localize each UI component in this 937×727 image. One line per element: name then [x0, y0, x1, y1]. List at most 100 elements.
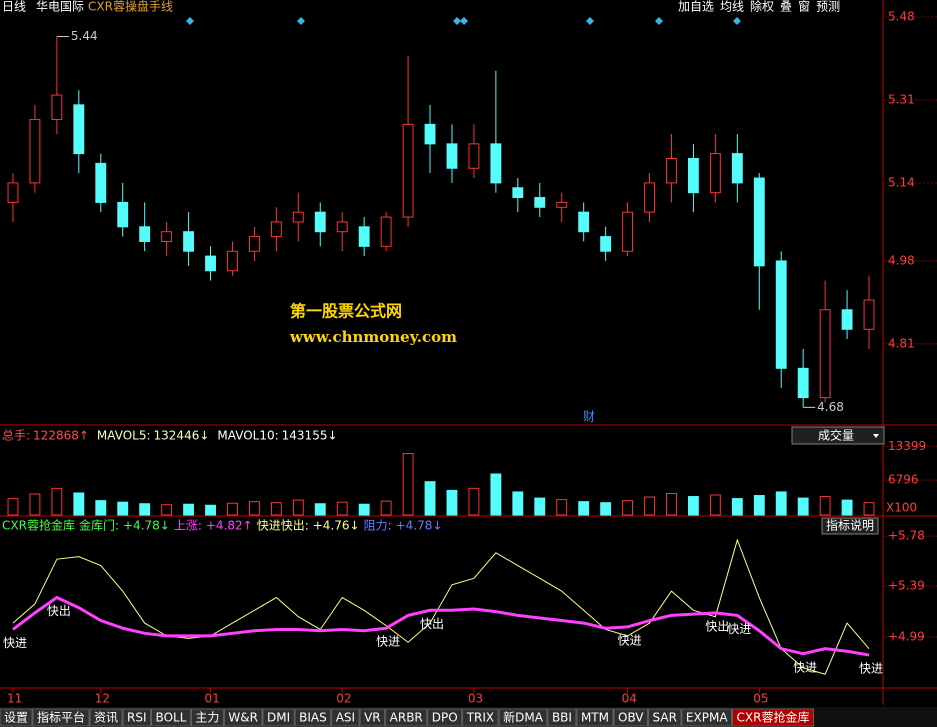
indicator-title: CXR蓉抢金库 [2, 518, 75, 533]
tab[interactable] [223, 708, 263, 727]
volume-bar [402, 452, 414, 516]
candle-body [161, 231, 173, 242]
tab-label[interactable]: SAR [653, 711, 677, 725]
candle-body [292, 211, 304, 223]
toolbar-button[interactable]: 叠 [780, 0, 792, 14]
tab-label[interactable]: RSI [127, 711, 147, 725]
tab[interactable] [331, 708, 360, 727]
candle-body [753, 177, 765, 267]
help-button[interactable] [821, 517, 879, 535]
volume-bar [644, 496, 655, 516]
legend-value: 143155↓ [282, 429, 338, 443]
tab-label[interactable]: DPO [432, 711, 458, 725]
tab[interactable] [427, 708, 463, 727]
indicator-line [12, 538, 870, 675]
tab[interactable] [385, 708, 428, 727]
tab[interactable] [190, 708, 224, 727]
tab[interactable] [498, 708, 548, 727]
volume-bar [841, 499, 853, 516]
tab[interactable] [576, 708, 614, 727]
marker [297, 17, 305, 25]
marker [460, 17, 468, 25]
signal-label: 快进 [793, 660, 817, 674]
tab[interactable] [732, 708, 814, 727]
volume-bar [775, 491, 787, 516]
tab-label[interactable]: BBI [552, 711, 572, 725]
tab[interactable] [294, 708, 332, 727]
tab-label[interactable]: 主力 [195, 711, 219, 725]
legend-value: +4.76↓ [313, 519, 360, 533]
tab[interactable] [0, 708, 33, 727]
tab-label[interactable]: CXR蓉抢金库 [737, 710, 810, 725]
tab[interactable] [613, 708, 649, 727]
volume-bar [7, 498, 19, 516]
volume-bar [227, 502, 238, 516]
min-label: 4.68 [817, 400, 844, 414]
volume-bar [139, 503, 151, 516]
tab-label[interactable]: EXPMA [686, 711, 728, 725]
tab[interactable] [359, 708, 386, 727]
tab[interactable] [151, 708, 191, 727]
candle-body [731, 153, 743, 184]
legend-name: 阻力: [364, 519, 392, 533]
volume-bar [380, 500, 392, 516]
tab[interactable] [122, 708, 152, 727]
signal-label: 快进 [618, 633, 642, 647]
volume-bar [556, 499, 568, 516]
tab[interactable] [262, 708, 295, 727]
dropdown-arrow [873, 434, 879, 438]
tab-label[interactable]: W&R [228, 711, 258, 725]
tab-label[interactable]: DMI [267, 711, 290, 725]
y-tick-label: 4.98 [888, 253, 915, 267]
tab[interactable] [462, 708, 499, 727]
toolbar-button[interactable]: 除权 [750, 0, 774, 14]
marker [586, 17, 594, 25]
tab[interactable] [648, 708, 682, 727]
toolbar-button[interactable]: 窗 [798, 0, 810, 14]
tab[interactable] [681, 708, 733, 727]
toolbar-button[interactable]: 均线 [720, 0, 744, 14]
tab-label[interactable]: OBV [618, 711, 644, 725]
candle-body [687, 158, 699, 194]
candle-body [819, 309, 831, 399]
candle-body [468, 143, 480, 169]
candle-body [139, 226, 151, 242]
legend-value: +4.78↓ [396, 519, 443, 533]
toolbar-button[interactable]: 预测 [816, 0, 840, 14]
tab-label[interactable]: ASI [336, 711, 355, 725]
tab[interactable] [32, 708, 90, 727]
tab-label[interactable]: ARBR [390, 711, 423, 725]
volume-bar [753, 495, 765, 516]
candle-body [183, 231, 195, 252]
tab-label[interactable]: 指标平台 [37, 710, 85, 725]
tab-label[interactable]: TRIX [466, 711, 494, 725]
candle-body [666, 158, 677, 184]
marker [453, 17, 461, 25]
tab[interactable] [547, 708, 577, 727]
tab-label[interactable]: MTM [581, 711, 609, 725]
toolbar-button[interactable]: 加自选 [678, 0, 714, 14]
candle-body [644, 182, 655, 213]
x-tick-label: 04 [622, 692, 637, 706]
volume-title[interactable]: 成交量 [818, 428, 854, 443]
tab-label[interactable]: BIAS [299, 711, 327, 725]
tab-label[interactable]: 新DMA [503, 710, 544, 725]
tab[interactable] [89, 708, 123, 727]
period[interactable]: 日线 [2, 0, 26, 14]
volume-bar [490, 473, 502, 516]
signal-label: 快进 [376, 635, 400, 649]
volume-select[interactable] [791, 426, 885, 445]
candle-body [402, 123, 414, 218]
tab-label[interactable]: 设置 [4, 711, 28, 725]
tab-label[interactable]: 资讯 [94, 711, 118, 725]
tab-label[interactable]: VR [364, 711, 381, 725]
candle-body [336, 221, 348, 233]
y-tick-label: 5.31 [888, 92, 915, 106]
help-text[interactable]: 指标说明 [826, 518, 874, 533]
tab-label[interactable]: BOLL [156, 711, 187, 725]
marker [655, 17, 663, 25]
candle-body [51, 94, 63, 120]
candle-body [534, 197, 546, 208]
candle-body [600, 236, 612, 252]
